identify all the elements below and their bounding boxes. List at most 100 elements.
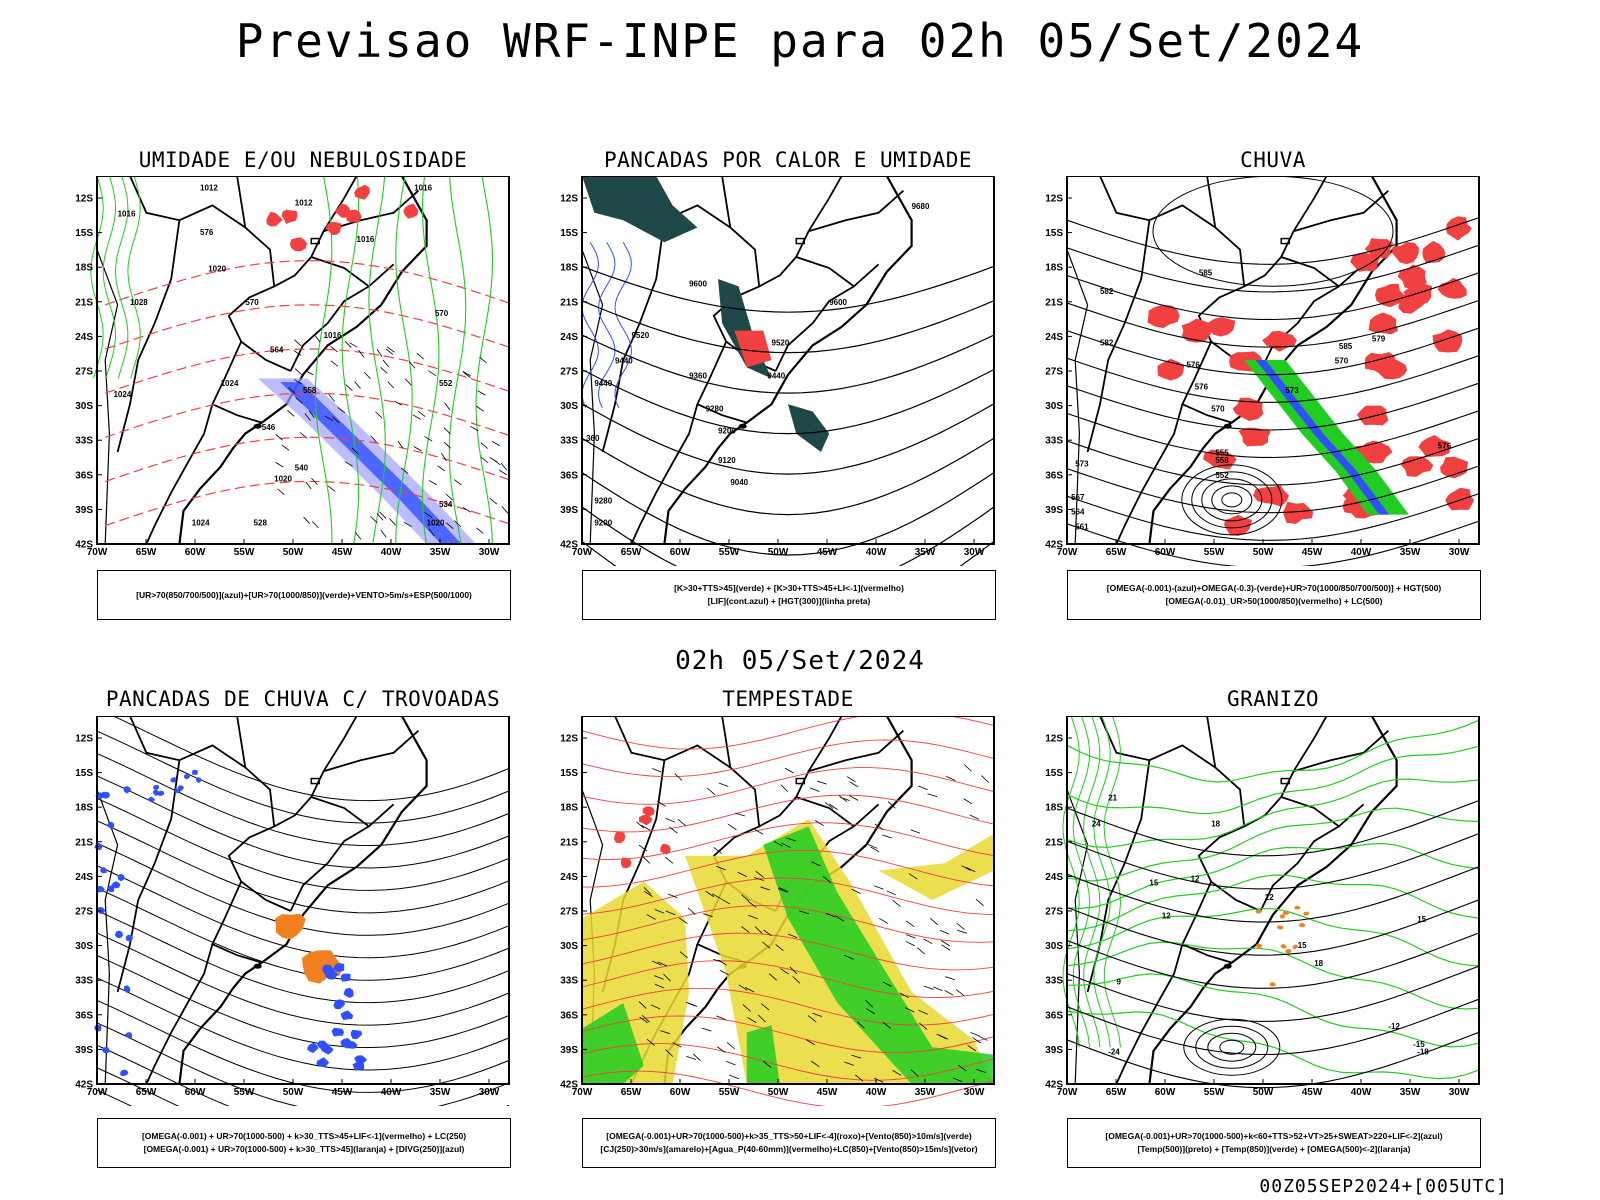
wind-vector [355,532,362,540]
wind-vector [380,366,388,374]
wind-vector [744,987,755,993]
rain-area [1374,283,1404,308]
wind-vector [404,378,412,386]
wind-vector [692,1053,701,1062]
lat-tick-label: 24S [1045,872,1063,883]
reservoir [795,777,805,785]
wind-vector [491,440,501,447]
wind-vector [644,891,653,898]
wind-vector [477,390,486,396]
wind-vector [654,909,665,914]
lon-tick-label: 35W [1400,547,1421,558]
country-border [1099,176,1261,372]
lat-tick-label: 21S [1045,297,1063,308]
wind-vector [678,917,688,924]
lat-tick-label: 12S [560,734,578,745]
lat-tick-label: 15S [560,768,578,779]
wind-vector [763,929,772,937]
wind-vector [349,342,358,348]
lon-tick-label: 70W [1057,547,1078,558]
country-border [1259,285,1340,372]
wind-vector [403,521,412,527]
divergence-area [117,873,125,882]
contour-label: 552 [439,379,453,388]
wind-vector [685,1001,696,1007]
contour-label: 9120 [718,456,736,465]
lon-tick-label: 60W [670,1087,691,1098]
contour-label: 540 [295,463,309,472]
lon-tick-label: 50W [768,1087,789,1098]
wind-vector [444,402,451,411]
legend-line: [UR>70(850/700/500)](azul)+[UR>70(1000/8… [136,589,472,600]
wind-vector [969,814,980,820]
wind-vector [918,1009,928,1015]
country-border [323,730,419,773]
geopotential-height-300 [581,265,995,313]
wind-vector [905,941,916,947]
contour-label: 1016 [118,209,136,218]
wind-vector [882,834,893,839]
temperature-500 [1066,965,1480,1022]
streamline-850 [581,822,995,860]
wind-vector [344,340,352,348]
geopotential-height-300 [581,437,995,516]
isolated-humidity-cell [334,203,351,218]
wind-vector [443,441,452,449]
contour-label: 9680 [912,202,930,211]
country-border [601,220,666,453]
temperature-850 [1066,745,1480,815]
wind-vector [408,361,416,369]
contour-label: 570 [245,298,259,307]
contour-label: 573 [1075,460,1089,469]
contour-label: 1020 [274,474,292,483]
divergence-area [100,867,107,874]
lon-tick-label: 65W [136,547,157,558]
wind-vector [786,837,796,842]
lagoon [738,423,747,429]
wind-vector [674,773,683,781]
wind-vector [856,1021,865,1029]
contour-label: 21 [1108,794,1117,803]
wind-vector [665,1049,674,1057]
lat-tick-label: 18S [560,263,578,274]
omega-500-area [1276,925,1284,930]
wind-vector [855,1074,864,1082]
legend-line: [CJ(250)>30m/s](amarelo)+[Agua_P(40-60mm… [600,1144,978,1154]
rain-area [1224,514,1253,536]
streamline-250 [96,932,510,1026]
wind-vector [370,435,377,443]
wind-vector [956,923,965,930]
temperature-850 [1066,807,1480,882]
rain-area [1204,317,1236,337]
rain-area [1437,277,1467,299]
contour-label: 15 [1417,915,1426,924]
wind-vector [919,1022,928,1030]
instability-area [788,404,830,452]
wind-vector [454,520,462,528]
wind-vector [716,865,726,871]
lon-tick-label: 60W [185,1087,206,1098]
divergence-area [183,774,191,780]
precipitable-water-area [621,857,632,869]
omega-500-area [1255,909,1263,914]
lat-tick-label: 12S [560,194,578,205]
wind-vector [660,1030,671,1035]
wind-vector [703,913,713,918]
wind-vector [375,411,383,419]
wind-vector [636,821,645,829]
streamline-250 [96,753,510,847]
wind-vector [923,938,933,945]
wind-vector [978,1035,988,1041]
streamline-250 [96,1067,180,1106]
wind-vector [665,817,676,823]
divergence-area [107,821,115,829]
coastline [178,716,428,1085]
wind-vector [812,1012,822,1017]
streamline-250 [96,887,510,981]
divergence-area [331,1027,345,1037]
lat-tick-label: 12S [75,734,93,745]
wind-vector [295,397,303,404]
wind-vector [910,1069,919,1077]
divergence-area [333,963,345,972]
wind-vector [652,960,662,966]
